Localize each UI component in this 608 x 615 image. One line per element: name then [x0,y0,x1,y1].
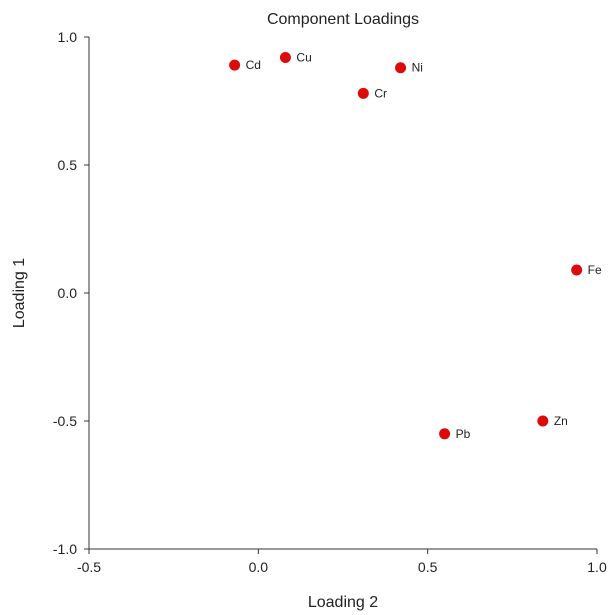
x-tick-label: 1.0 [587,559,607,575]
y-ticks: -1.0 -0.5 0.0 0.5 1.0 [53,29,89,557]
point-label-ni: Ni [412,61,423,75]
point-label-pb: Pb [456,427,471,441]
data-point-fe [571,264,583,276]
data-point-cu [279,51,291,63]
point-label-fe: Fe [588,263,602,277]
point-label-zn: Zn [554,414,568,428]
x-axis-label: Loading 2 [308,594,378,611]
point-label-cu: Cu [296,50,311,64]
data-points: Cd Cu Ni Cr Fe Zn Pb [229,50,602,441]
x-tick-label: 0.5 [418,559,438,575]
axes [88,37,597,550]
y-tick-label: 0.5 [58,157,78,173]
x-tick-label: 0.0 [249,559,269,575]
data-point-zn [537,415,549,427]
y-axis-label: Loading 1 [11,258,28,328]
data-point-cd [229,59,241,71]
x-ticks: -0.5 0.0 0.5 1.0 [77,549,607,575]
point-label-cd: Cd [246,58,261,72]
point-label-cr: Cr [374,86,387,100]
y-tick-label: 0.0 [58,285,78,301]
y-tick-label: -1.0 [53,541,77,557]
data-point-ni [395,62,407,74]
y-tick-label: 1.0 [58,29,78,45]
chart-title: Component Loadings [267,11,419,28]
data-point-cr [357,87,369,99]
y-tick-label: -0.5 [53,413,77,429]
data-point-pb [439,428,451,440]
x-tick-label: -0.5 [77,559,101,575]
